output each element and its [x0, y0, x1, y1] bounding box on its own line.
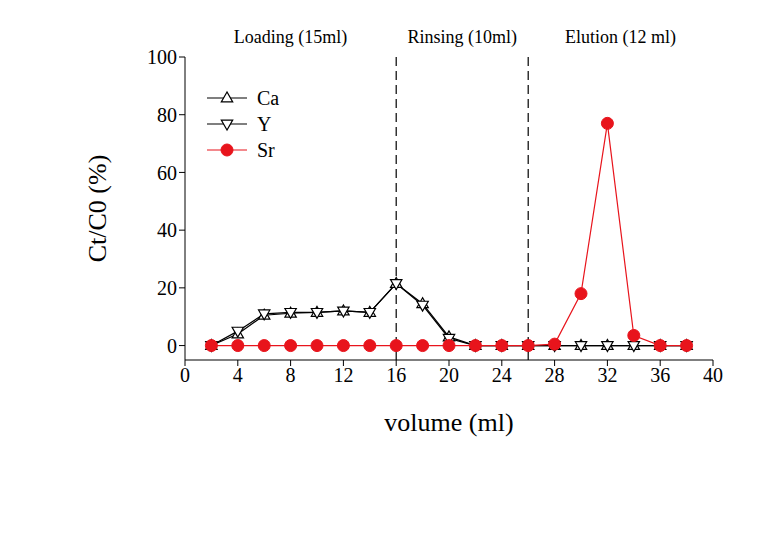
svg-text:0: 0 [167, 335, 177, 357]
svg-text:Loading (15ml): Loading (15ml) [234, 27, 347, 48]
svg-text:60: 60 [157, 162, 177, 184]
svg-text:20: 20 [439, 364, 459, 386]
svg-text:40: 40 [157, 219, 177, 241]
svg-text:80: 80 [157, 104, 177, 126]
svg-text:24: 24 [492, 364, 512, 386]
svg-text:16: 16 [386, 364, 406, 386]
svg-text:100: 100 [147, 46, 177, 68]
svg-text:Ct/C0 (%): Ct/C0 (%) [83, 155, 112, 263]
svg-text:Elution (12 ml): Elution (12 ml) [565, 27, 676, 48]
svg-text:40: 40 [703, 364, 723, 386]
svg-text:36: 36 [650, 364, 670, 386]
svg-text:volume (ml): volume (ml) [384, 408, 513, 437]
svg-text:4: 4 [233, 364, 243, 386]
svg-text:0: 0 [180, 364, 190, 386]
html-text:Ca: Ca [257, 86, 280, 109]
html-text:Y: Y [257, 112, 272, 135]
html-text:Sr: Sr [257, 138, 275, 161]
svg-text:32: 32 [597, 364, 617, 386]
svg-text:8: 8 [286, 364, 296, 386]
svg-text:28: 28 [545, 364, 565, 386]
svg-text:12: 12 [333, 364, 353, 386]
svg-text:Rinsing (10ml): Rinsing (10ml) [407, 27, 517, 48]
svg-text:20: 20 [157, 277, 177, 299]
